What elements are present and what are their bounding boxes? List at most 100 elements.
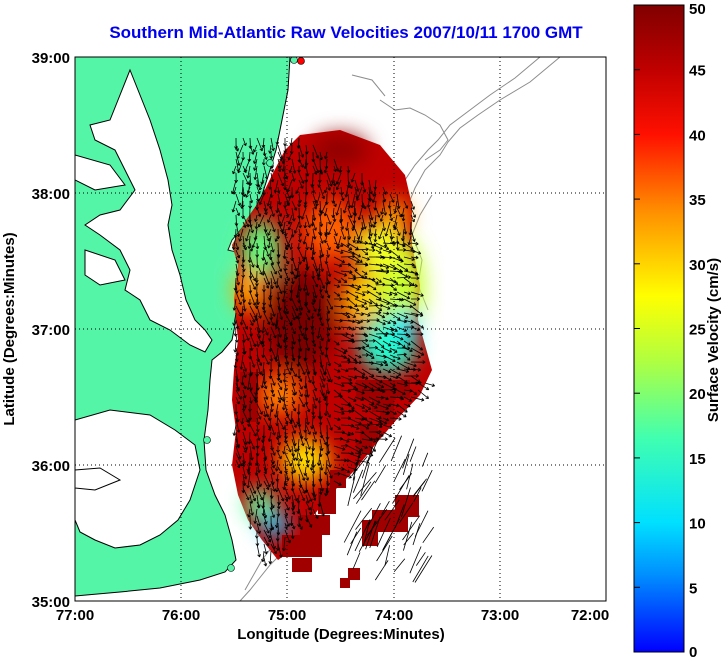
current-vector bbox=[291, 298, 299, 312]
current-vector bbox=[298, 144, 305, 158]
current-vector bbox=[361, 214, 367, 230]
current-vector bbox=[256, 459, 261, 474]
current-vector bbox=[283, 228, 288, 237]
current-vector bbox=[319, 347, 324, 356]
current-vector bbox=[319, 319, 324, 327]
current-vector bbox=[253, 144, 258, 153]
current-vector bbox=[291, 508, 296, 515]
current-vector bbox=[277, 340, 282, 349]
current-vector bbox=[276, 501, 281, 510]
current-vector bbox=[277, 389, 283, 401]
current-vector bbox=[291, 417, 297, 428]
current-vector bbox=[375, 249, 382, 254]
current-vector bbox=[284, 438, 292, 453]
current-vector bbox=[347, 249, 361, 258]
current-vector bbox=[333, 445, 346, 451]
current-vector bbox=[368, 291, 382, 300]
current-vector bbox=[368, 277, 379, 285]
current-vector bbox=[375, 403, 389, 410]
current-vector bbox=[305, 410, 310, 426]
current-vector bbox=[336, 235, 342, 249]
current-vector bbox=[347, 339, 356, 344]
current-vector bbox=[402, 453, 410, 476]
current-vector bbox=[355, 507, 373, 530]
current-vector bbox=[412, 555, 429, 583]
current-vector bbox=[382, 532, 393, 551]
current-vector bbox=[361, 256, 370, 261]
current-vector bbox=[240, 417, 245, 425]
current-vector bbox=[333, 361, 342, 367]
current-vector bbox=[242, 137, 247, 147]
current-vector bbox=[402, 515, 421, 541]
current-vector bbox=[270, 165, 274, 173]
x-tick-label: 75:00 bbox=[268, 607, 306, 624]
current-vector bbox=[305, 305, 311, 314]
current-vector bbox=[361, 270, 368, 275]
current-vector bbox=[312, 382, 318, 392]
current-vector bbox=[248, 515, 253, 530]
current-vector bbox=[403, 532, 414, 546]
current-vector bbox=[270, 389, 275, 398]
current-vector bbox=[303, 354, 308, 362]
current-vector bbox=[291, 389, 296, 396]
current-vector bbox=[263, 354, 270, 365]
current-vector bbox=[303, 200, 308, 209]
current-vector bbox=[291, 403, 297, 412]
current-vector bbox=[268, 550, 273, 565]
current-vector bbox=[298, 319, 303, 329]
current-vector bbox=[256, 431, 261, 441]
current-vector bbox=[382, 311, 390, 316]
current-vector bbox=[354, 284, 362, 289]
current-vector bbox=[242, 396, 247, 409]
current-vector bbox=[389, 214, 393, 222]
current-vector bbox=[319, 333, 324, 342]
current-vector bbox=[235, 417, 241, 433]
current-vector bbox=[346, 165, 351, 174]
current-vector bbox=[373, 228, 378, 237]
current-vector bbox=[305, 312, 311, 321]
current-vector bbox=[312, 494, 317, 501]
current-vector bbox=[340, 438, 350, 443]
current-vector bbox=[284, 529, 291, 544]
current-vector bbox=[262, 368, 267, 385]
current-vector bbox=[291, 438, 298, 453]
current-vector bbox=[389, 417, 402, 421]
current-vector bbox=[410, 340, 423, 351]
current-vector bbox=[323, 165, 328, 174]
y-tick-label: 38:00 bbox=[32, 186, 70, 203]
current-vector bbox=[347, 431, 355, 436]
current-vector bbox=[282, 445, 286, 455]
current-vector bbox=[263, 228, 270, 242]
current-vector bbox=[274, 347, 279, 362]
colorbar-tick-label: 35 bbox=[689, 192, 706, 209]
current-vector bbox=[235, 438, 240, 449]
current-vector bbox=[317, 179, 322, 188]
current-vector bbox=[361, 262, 369, 267]
current-vector bbox=[260, 375, 265, 389]
current-vector bbox=[347, 276, 357, 281]
current-vector bbox=[347, 403, 355, 410]
current-vector bbox=[368, 242, 383, 250]
current-vector bbox=[361, 340, 370, 348]
current-vector bbox=[393, 221, 398, 230]
current-vector bbox=[312, 396, 318, 409]
current-vector bbox=[335, 172, 342, 185]
current-vector bbox=[382, 347, 393, 353]
current-vector bbox=[347, 270, 356, 278]
current-vector bbox=[361, 446, 373, 479]
current-vector bbox=[297, 200, 302, 208]
current-vector bbox=[258, 179, 265, 191]
current-vector bbox=[319, 368, 326, 382]
current-vector bbox=[235, 396, 240, 405]
current-vector bbox=[242, 221, 247, 228]
current-vector bbox=[368, 207, 374, 221]
current-vector bbox=[345, 221, 349, 231]
current-vector bbox=[361, 480, 376, 501]
current-vector bbox=[410, 207, 417, 218]
current-vector bbox=[361, 312, 371, 317]
current-vector bbox=[361, 283, 370, 288]
current-vector bbox=[350, 527, 362, 545]
current-vector bbox=[333, 452, 340, 458]
current-vector bbox=[255, 249, 260, 258]
